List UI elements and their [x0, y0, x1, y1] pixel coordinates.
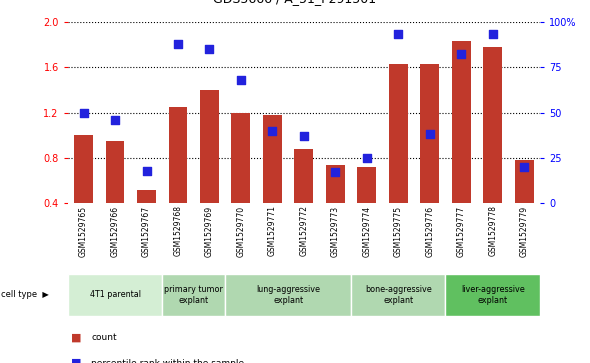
Point: [236, 77, 245, 83]
Point: [425, 131, 434, 137]
Bar: [294, 149, 313, 203]
Point: [519, 164, 529, 170]
Point: [142, 168, 151, 174]
Bar: [445, 274, 540, 316]
Point: [394, 32, 403, 37]
Bar: [358, 167, 376, 203]
Bar: [452, 41, 471, 203]
Text: lung-aggressive
explant: lung-aggressive explant: [256, 285, 320, 305]
Text: GSM1529776: GSM1529776: [425, 205, 434, 257]
Bar: [106, 141, 124, 203]
Bar: [225, 274, 351, 316]
Bar: [351, 274, 445, 316]
Text: GSM1529769: GSM1529769: [205, 205, 214, 257]
Bar: [162, 274, 225, 316]
Point: [299, 133, 309, 139]
Text: GSM1529777: GSM1529777: [457, 205, 466, 257]
Bar: [514, 160, 533, 203]
Text: GSM1529772: GSM1529772: [299, 205, 309, 256]
Text: GSM1529774: GSM1529774: [362, 205, 371, 257]
Text: ■: ■: [71, 358, 81, 363]
Bar: [326, 165, 345, 203]
Text: primary tumor
explant: primary tumor explant: [164, 285, 223, 305]
Text: GSM1529767: GSM1529767: [142, 205, 151, 257]
Text: GSM1529771: GSM1529771: [268, 205, 277, 256]
Point: [173, 41, 183, 46]
Text: percentile rank within the sample: percentile rank within the sample: [91, 359, 245, 363]
Bar: [200, 90, 219, 203]
Point: [268, 128, 277, 134]
Text: GSM1529773: GSM1529773: [331, 205, 340, 257]
Point: [488, 32, 497, 37]
Text: count: count: [91, 333, 117, 342]
Text: liver-aggressive
explant: liver-aggressive explant: [461, 285, 525, 305]
Text: GSM1529779: GSM1529779: [520, 205, 529, 257]
Bar: [68, 274, 162, 316]
Bar: [169, 107, 188, 203]
Text: cell type  ▶: cell type ▶: [1, 290, 49, 299]
Bar: [137, 189, 156, 203]
Text: GSM1529768: GSM1529768: [173, 205, 182, 256]
Bar: [389, 64, 408, 203]
Bar: [263, 115, 282, 203]
Text: GSM1529770: GSM1529770: [237, 205, 245, 257]
Point: [362, 155, 372, 161]
Bar: [74, 135, 93, 203]
Text: GSM1529775: GSM1529775: [394, 205, 403, 257]
Text: GSM1529765: GSM1529765: [79, 205, 88, 257]
Text: 4T1 parental: 4T1 parental: [90, 290, 140, 299]
Text: GSM1529766: GSM1529766: [110, 205, 120, 257]
Point: [79, 110, 88, 115]
Bar: [420, 64, 439, 203]
Point: [110, 117, 120, 123]
Bar: [231, 113, 250, 203]
Text: ■: ■: [71, 333, 81, 343]
Point: [205, 46, 214, 52]
Point: [330, 170, 340, 175]
Text: bone-aggressive
explant: bone-aggressive explant: [365, 285, 432, 305]
Point: [457, 52, 466, 57]
Text: GSM1529778: GSM1529778: [488, 205, 497, 256]
Bar: [483, 47, 502, 203]
Text: GDS5666 / A_51_P291501: GDS5666 / A_51_P291501: [214, 0, 376, 5]
